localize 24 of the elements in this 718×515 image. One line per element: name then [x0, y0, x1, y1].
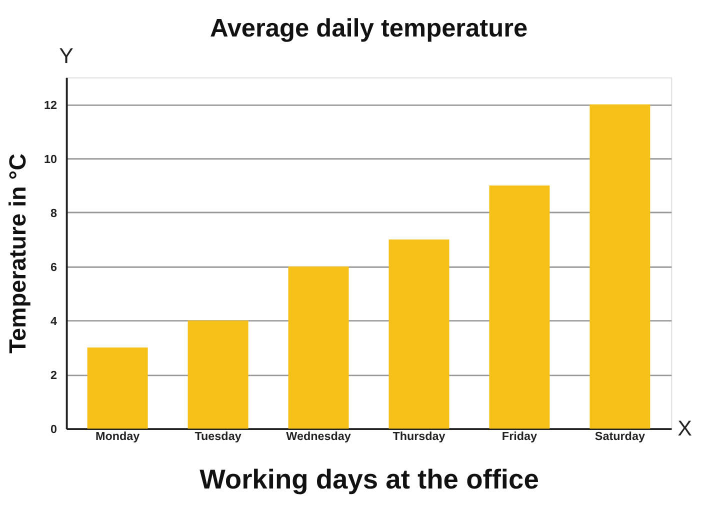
bar	[388, 239, 450, 429]
bar	[87, 348, 148, 429]
bar	[590, 104, 650, 429]
y-tick-label: 0	[50, 422, 58, 436]
y-tick-label: 10	[44, 152, 58, 166]
x-axis-title: Working days at the office	[200, 464, 539, 495]
y-tick-label: 4	[50, 314, 58, 328]
y-tick-label: 2	[50, 368, 58, 382]
chart-title: Average daily temperature	[210, 14, 528, 42]
bar	[188, 320, 248, 429]
x-tick-label: Thursday	[392, 430, 446, 443]
text: X	[678, 416, 692, 440]
x-tick-label: Friday	[502, 430, 538, 443]
y-tick-label: 12	[44, 98, 58, 112]
x-tick-label: Monday	[96, 430, 140, 443]
x-tick-label: Wednesday	[286, 430, 352, 443]
bar	[288, 266, 349, 429]
text: Y	[59, 44, 74, 68]
x-tick-label: Tuesday	[194, 430, 242, 443]
y-tick-label: 8	[50, 206, 58, 220]
y-axis-title: Temperature in °C	[4, 153, 31, 354]
bar	[489, 185, 550, 429]
y-tick-label: 6	[50, 260, 58, 274]
x-tick-label: Saturday	[594, 430, 646, 443]
